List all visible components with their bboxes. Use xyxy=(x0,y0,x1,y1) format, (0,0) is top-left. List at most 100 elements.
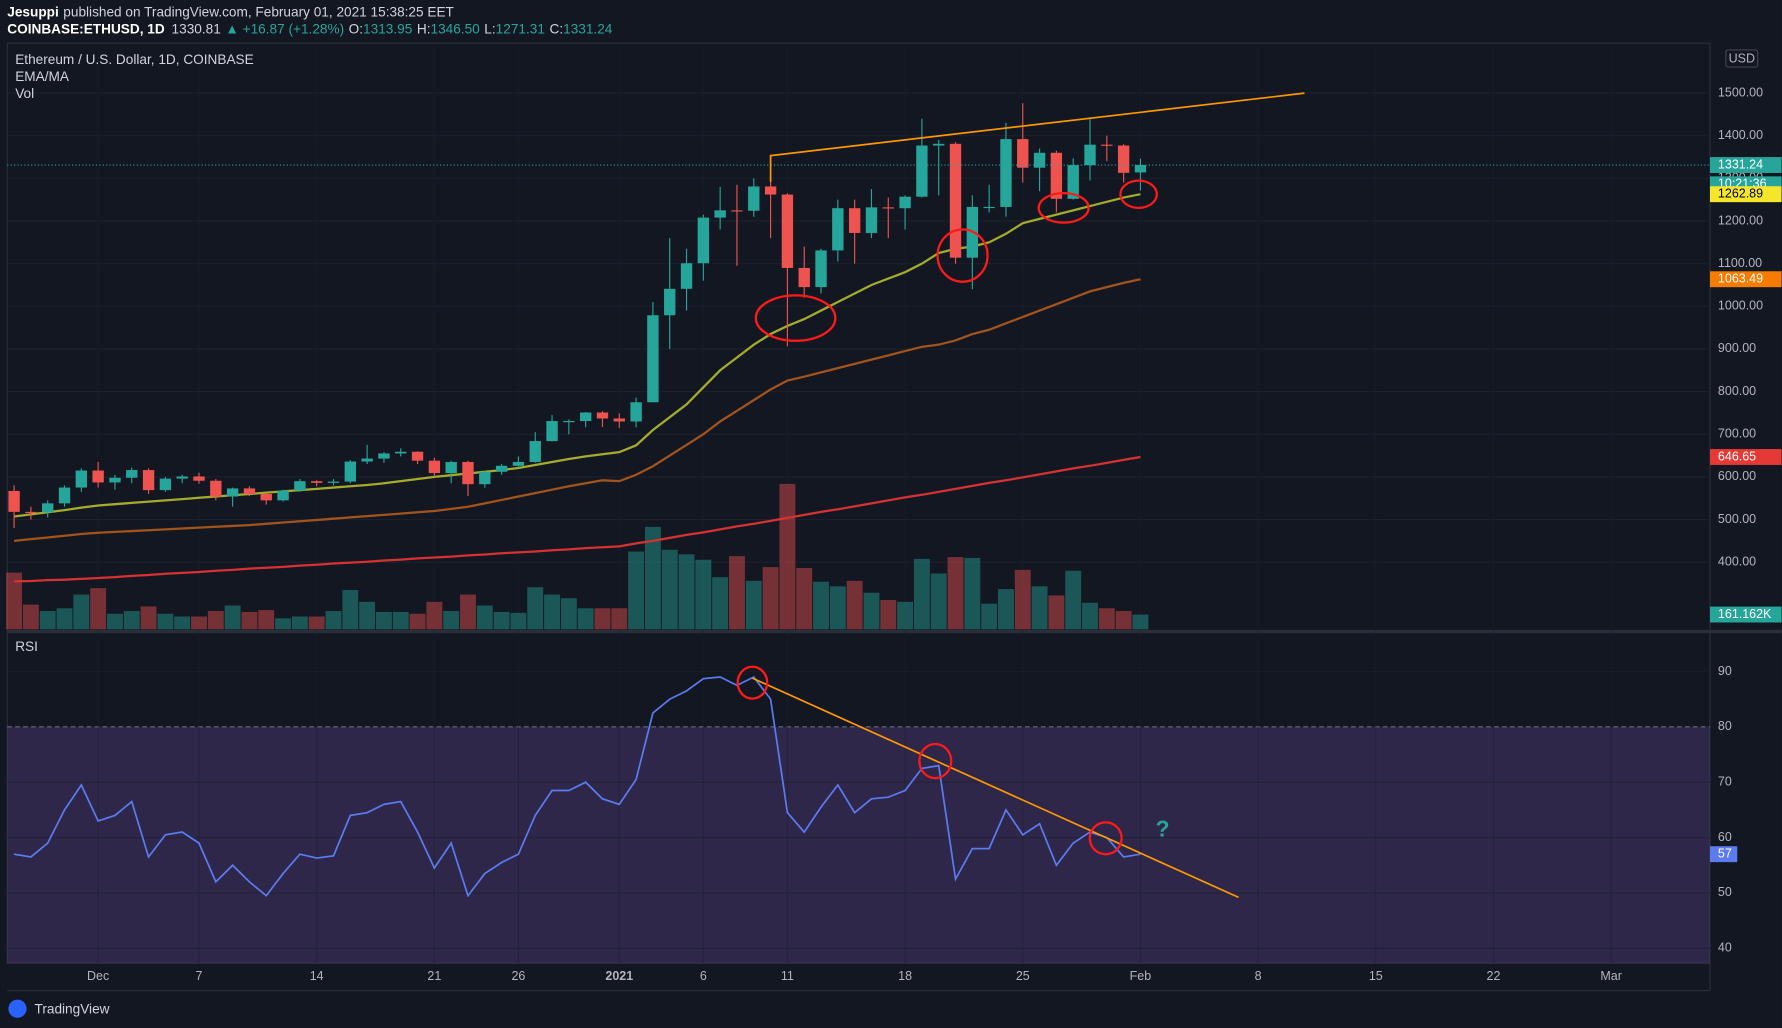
candle-body xyxy=(1101,144,1113,146)
ma-value: 646.65 xyxy=(1718,449,1756,463)
volume-bar xyxy=(325,611,342,630)
volume-bar xyxy=(544,594,560,630)
candle-body xyxy=(294,481,306,491)
candle-body xyxy=(613,418,625,422)
plot: 400.00 500.00 600.00 700.00 800.00 900.00 1000… xyxy=(6,43,1782,983)
candle-body xyxy=(815,250,827,288)
circle xyxy=(1088,821,1123,856)
candle-body xyxy=(226,488,239,497)
volume-bar xyxy=(342,589,359,630)
y-tick-label: 1200.00 xyxy=(1718,213,1763,227)
volume-bar xyxy=(813,581,829,630)
volume-bar xyxy=(106,613,123,630)
candle-body xyxy=(126,470,138,478)
y-tick-label: 1500.00 xyxy=(1718,85,1763,99)
brand: TradingView xyxy=(35,1001,110,1016)
ohlc-value: 1313.95 xyxy=(363,21,412,36)
candle-body xyxy=(58,487,71,504)
circle xyxy=(918,742,953,780)
candle-body xyxy=(1000,139,1012,207)
ma-value: 1063.49 xyxy=(1718,272,1763,286)
candle-body xyxy=(277,490,289,501)
rsi-line xyxy=(13,675,1141,898)
candle-body xyxy=(630,402,642,422)
volume-bar xyxy=(510,612,527,630)
volume-bar xyxy=(779,483,796,630)
rsi-title: RSI xyxy=(15,639,38,654)
candle-body xyxy=(848,208,861,233)
candle-body xyxy=(327,481,340,483)
y-tick-label: 90 xyxy=(1718,664,1732,678)
volume-bar xyxy=(39,611,56,630)
y-tick-label: 60 xyxy=(1718,830,1732,844)
last: 1330.81 xyxy=(172,21,221,36)
volume-bar xyxy=(258,610,275,630)
volume-bar xyxy=(762,567,779,630)
symbol: COINBASE:ETHUSD, 1D xyxy=(7,21,165,36)
rsi-value: 57 xyxy=(1718,846,1732,860)
volume-bar xyxy=(90,588,107,630)
circle xyxy=(754,294,837,342)
volume-bar xyxy=(1031,586,1048,630)
candle-body xyxy=(1050,152,1063,199)
currency: USD xyxy=(1729,51,1755,65)
y-tick-label: 1100.00 xyxy=(1718,256,1762,270)
volume-bar xyxy=(157,613,174,630)
candle-body xyxy=(445,461,457,474)
volume-bar xyxy=(745,580,762,630)
volume-bar xyxy=(880,600,897,630)
circle xyxy=(936,228,989,283)
volume-bar xyxy=(1132,614,1149,630)
y-tick-label: 70 xyxy=(1718,775,1732,789)
volume-bar xyxy=(123,611,140,630)
author: Jesuppi xyxy=(7,4,59,19)
rsi-trendline xyxy=(752,677,1239,899)
volume-bar xyxy=(594,608,611,630)
volume-bar xyxy=(981,603,998,630)
circle xyxy=(1037,191,1090,224)
volume-bar xyxy=(6,572,23,630)
price-trendline xyxy=(769,92,1305,182)
volume-bar xyxy=(493,611,510,630)
volume-bar xyxy=(863,592,880,630)
volume-bar xyxy=(140,606,157,630)
volume-bar xyxy=(913,558,930,630)
volume-bar xyxy=(224,605,241,630)
candle-body xyxy=(159,478,172,491)
volume-bar xyxy=(443,611,460,630)
candle-body xyxy=(933,143,945,146)
volume-bar xyxy=(644,526,661,630)
logo: TradingView xyxy=(8,999,110,1018)
candle-body xyxy=(361,458,373,462)
candle-body xyxy=(210,480,222,497)
currency-box xyxy=(1725,49,1759,68)
x-tick-label: 22 xyxy=(1487,969,1501,983)
last-price-box xyxy=(1709,157,1782,173)
y-tick-label: 50 xyxy=(1718,885,1732,899)
candle-body xyxy=(882,207,894,209)
candle-body xyxy=(411,451,424,461)
candle-body xyxy=(1067,165,1079,199)
volume-bar xyxy=(729,556,745,630)
volume-bar xyxy=(527,587,544,630)
volume-bar xyxy=(207,611,224,630)
volume-bar xyxy=(897,601,914,630)
x-tick-label: 21 xyxy=(427,969,441,983)
ma-line xyxy=(14,455,1141,583)
candle-body xyxy=(579,412,592,422)
candle-body xyxy=(109,477,121,483)
volume-bar xyxy=(476,605,493,630)
ohlc-value: 1271.31 xyxy=(496,21,545,36)
x-tick-label: 7 xyxy=(196,969,203,983)
volume-bar xyxy=(846,580,863,630)
candle-body xyxy=(176,476,188,479)
volume-bar xyxy=(1082,602,1098,630)
volume-bar xyxy=(22,604,39,630)
x-tick-label: 25 xyxy=(1016,969,1030,983)
x-tick-label: 2021 xyxy=(605,969,633,983)
change: ▲ +16.87 (+1.28%) xyxy=(225,21,344,36)
candle-body xyxy=(1084,144,1096,166)
volume-bar xyxy=(964,557,981,630)
volume-bar xyxy=(73,594,90,630)
candle-body xyxy=(1134,165,1147,173)
